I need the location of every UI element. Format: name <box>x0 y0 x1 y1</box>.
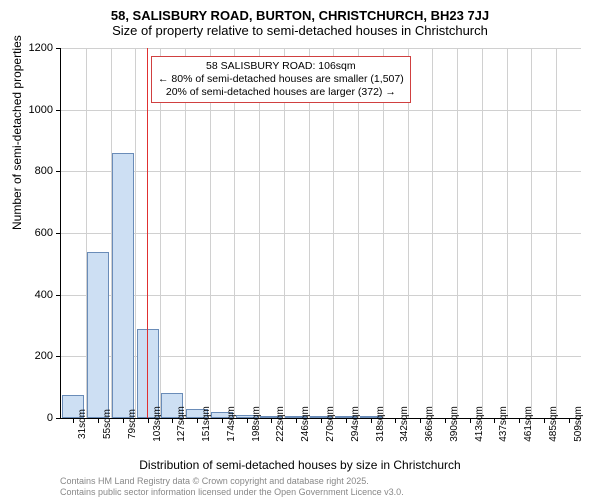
xtick-label: 461sqm <box>523 406 534 442</box>
ytick-label: 0 <box>13 412 53 424</box>
annotation-line: ← 80% of semi-detached houses are smalle… <box>158 73 404 86</box>
gridline-vertical <box>234 48 235 418</box>
xtick-mark <box>73 418 74 423</box>
ytick-label: 1200 <box>13 42 53 54</box>
xtick-label: 174sqm <box>226 406 237 442</box>
xtick-mark <box>445 418 446 423</box>
xtick-mark <box>247 418 248 423</box>
gridline-vertical <box>482 48 483 418</box>
y-axis-label: Number of semi-detached properties <box>10 35 24 230</box>
chart-title-main: 58, SALISBURY ROAD, BURTON, CHRISTCHURCH… <box>0 0 600 23</box>
footer-line-2: Contains public sector information licen… <box>60 487 404 498</box>
gridline-horizontal <box>61 295 581 296</box>
gridline-vertical <box>185 48 186 418</box>
xtick-mark <box>296 418 297 423</box>
histogram-bar <box>87 252 109 419</box>
xtick-label: 294sqm <box>350 406 361 442</box>
xtick-label: 390sqm <box>449 406 460 442</box>
x-axis-label: Distribution of semi-detached houses by … <box>0 458 600 472</box>
xtick-mark <box>172 418 173 423</box>
ytick-mark <box>56 171 61 172</box>
ytick-label: 1000 <box>13 104 53 116</box>
ytick-mark <box>56 356 61 357</box>
gridline-vertical <box>358 48 359 418</box>
xtick-label: 270sqm <box>325 406 336 442</box>
xtick-mark <box>271 418 272 423</box>
xtick-label: 222sqm <box>275 406 286 442</box>
xtick-label: 485sqm <box>548 406 559 442</box>
ytick-mark <box>56 418 61 419</box>
xtick-mark <box>470 418 471 423</box>
xtick-mark <box>321 418 322 423</box>
gridline-vertical <box>333 48 334 418</box>
xtick-label: 246sqm <box>300 406 311 442</box>
gridline-vertical <box>457 48 458 418</box>
ytick-label: 400 <box>13 289 53 301</box>
gridline-vertical <box>531 48 532 418</box>
ytick-mark <box>56 110 61 111</box>
gridline-horizontal <box>61 171 581 172</box>
xtick-label: 509sqm <box>573 406 584 442</box>
gridline-vertical <box>210 48 211 418</box>
xtick-mark <box>544 418 545 423</box>
gridline-vertical <box>556 48 557 418</box>
gridline-vertical <box>383 48 384 418</box>
xtick-mark <box>346 418 347 423</box>
gridline-vertical <box>309 48 310 418</box>
xtick-label: 413sqm <box>474 406 485 442</box>
gridline-horizontal <box>61 110 581 111</box>
annotation-line: 20% of semi-detached houses are larger (… <box>158 86 404 99</box>
gridline-vertical <box>259 48 260 418</box>
xtick-mark <box>222 418 223 423</box>
gridline-horizontal <box>61 48 581 49</box>
xtick-label: 342sqm <box>399 406 410 442</box>
gridline-vertical <box>160 48 161 418</box>
gridline-vertical <box>284 48 285 418</box>
gridline-vertical <box>432 48 433 418</box>
gridline-vertical <box>408 48 409 418</box>
gridline-vertical <box>507 48 508 418</box>
xtick-mark <box>519 418 520 423</box>
xtick-label: 437sqm <box>498 406 509 442</box>
ytick-mark <box>56 48 61 49</box>
xtick-mark <box>569 418 570 423</box>
xtick-label: 198sqm <box>251 406 262 442</box>
annotation-line: 58 SALISBURY ROAD: 106sqm <box>158 60 404 73</box>
xtick-mark <box>123 418 124 423</box>
xtick-mark <box>98 418 99 423</box>
xtick-mark <box>148 418 149 423</box>
ytick-label: 800 <box>13 165 53 177</box>
property-marker-line <box>147 48 148 418</box>
xtick-label: 318sqm <box>375 406 386 442</box>
ytick-label: 200 <box>13 350 53 362</box>
footer-line-1: Contains HM Land Registry data © Crown c… <box>60 476 404 487</box>
histogram-bar <box>112 153 134 418</box>
xtick-mark <box>420 418 421 423</box>
xtick-mark <box>197 418 198 423</box>
xtick-label: 366sqm <box>424 406 435 442</box>
ytick-label: 600 <box>13 227 53 239</box>
chart-footer: Contains HM Land Registry data © Crown c… <box>60 476 404 498</box>
ytick-mark <box>56 233 61 234</box>
chart-title-sub: Size of property relative to semi-detach… <box>0 23 600 42</box>
annotation-box: 58 SALISBURY ROAD: 106sqm← 80% of semi-d… <box>151 56 411 103</box>
chart-plot-area: 02004006008001000120031sqm55sqm79sqm103s… <box>60 48 580 418</box>
xtick-mark <box>371 418 372 423</box>
xtick-mark <box>395 418 396 423</box>
ytick-mark <box>56 295 61 296</box>
xtick-mark <box>494 418 495 423</box>
gridline-horizontal <box>61 233 581 234</box>
